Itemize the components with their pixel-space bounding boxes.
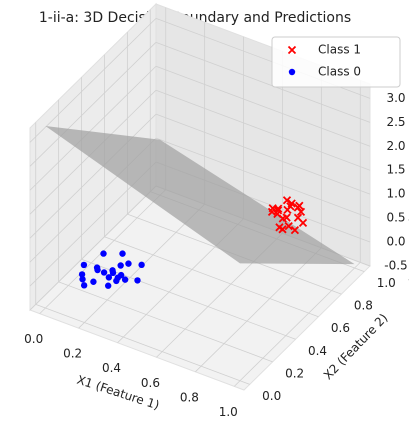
- grid-line: [29, 42, 157, 167]
- grid-line: [155, 41, 371, 123]
- point: [100, 269, 108, 276]
- point: [79, 276, 86, 283]
- point: [117, 262, 124, 269]
- grid-line: [155, 89, 371, 171]
- point: [93, 264, 101, 271]
- z-tick-label: 0.0: [386, 235, 405, 249]
- point: [119, 250, 126, 257]
- point: [80, 261, 88, 269]
- point: [100, 250, 107, 257]
- y-tick-label: 1.0: [377, 276, 396, 290]
- point: [114, 274, 122, 281]
- grid-line: [104, 236, 319, 318]
- point: [287, 199, 296, 208]
- grid-line: [29, 18, 157, 143]
- z-tick-label: 0.5: [386, 211, 405, 225]
- y-tick-label: 0.6: [331, 321, 350, 335]
- z-tick-label: 1.5: [386, 163, 405, 177]
- grid-line: [29, 65, 157, 191]
- point: [125, 260, 132, 267]
- point: [296, 207, 306, 217]
- grid-line: [29, 185, 157, 311]
- z-tick-label: 1.0: [386, 187, 405, 201]
- grid-line: [233, 262, 361, 387]
- point: [290, 225, 300, 235]
- x-tick-label: 0.0: [24, 332, 43, 346]
- grid-line: [155, 65, 371, 147]
- chart-title: 1-ii-a: 3D Decision Boundary and Predict…: [39, 10, 351, 26]
- grid-line: [155, 137, 371, 219]
- point: [78, 271, 86, 278]
- grid-line: [35, 303, 250, 385]
- x-tick-label: 0.2: [63, 347, 82, 361]
- point: [121, 276, 129, 283]
- legend-label: Class 1: [318, 43, 361, 57]
- grid-line: [81, 258, 296, 340]
- y-tick-label: 0.4: [308, 344, 327, 358]
- point: [138, 261, 145, 269]
- point: [90, 278, 97, 285]
- z-tick-label: 3.0: [386, 91, 405, 105]
- y-tick-label: 0.0: [262, 389, 281, 403]
- point: [104, 282, 112, 289]
- point: [298, 218, 308, 227]
- point: [275, 223, 284, 232]
- legend-box: [271, 36, 401, 88]
- point: [278, 214, 287, 223]
- grid-line: [29, 113, 157, 239]
- point: [273, 206, 283, 215]
- z-axis-label: X3 (Feature 3): [408, 197, 409, 283]
- legend-marker: [288, 68, 296, 76]
- grid-line: [58, 281, 273, 363]
- x-tick-label: 0.4: [102, 361, 121, 375]
- point: [105, 274, 113, 281]
- z-tick-label: 2.5: [386, 115, 405, 129]
- point: [268, 204, 277, 213]
- point: [293, 203, 303, 212]
- point: [284, 221, 293, 231]
- legend-marker: [287, 45, 297, 55]
- x-tick-label: 0.6: [141, 376, 160, 390]
- grid-line: [155, 113, 371, 195]
- x-tick-label: 0.8: [180, 390, 199, 404]
- legend-label: Class 0: [318, 65, 361, 79]
- y-tick-label: 0.2: [285, 366, 304, 380]
- point: [134, 277, 141, 284]
- y-tick-label: 0.8: [354, 299, 373, 313]
- point: [282, 196, 292, 205]
- x-tick-label: 1.0: [219, 405, 238, 419]
- z-tick-label: -0.5: [384, 259, 407, 273]
- z-tick-label: 2.0: [386, 139, 405, 153]
- grid-line: [195, 247, 322, 373]
- point: [109, 267, 116, 274]
- point: [80, 282, 88, 289]
